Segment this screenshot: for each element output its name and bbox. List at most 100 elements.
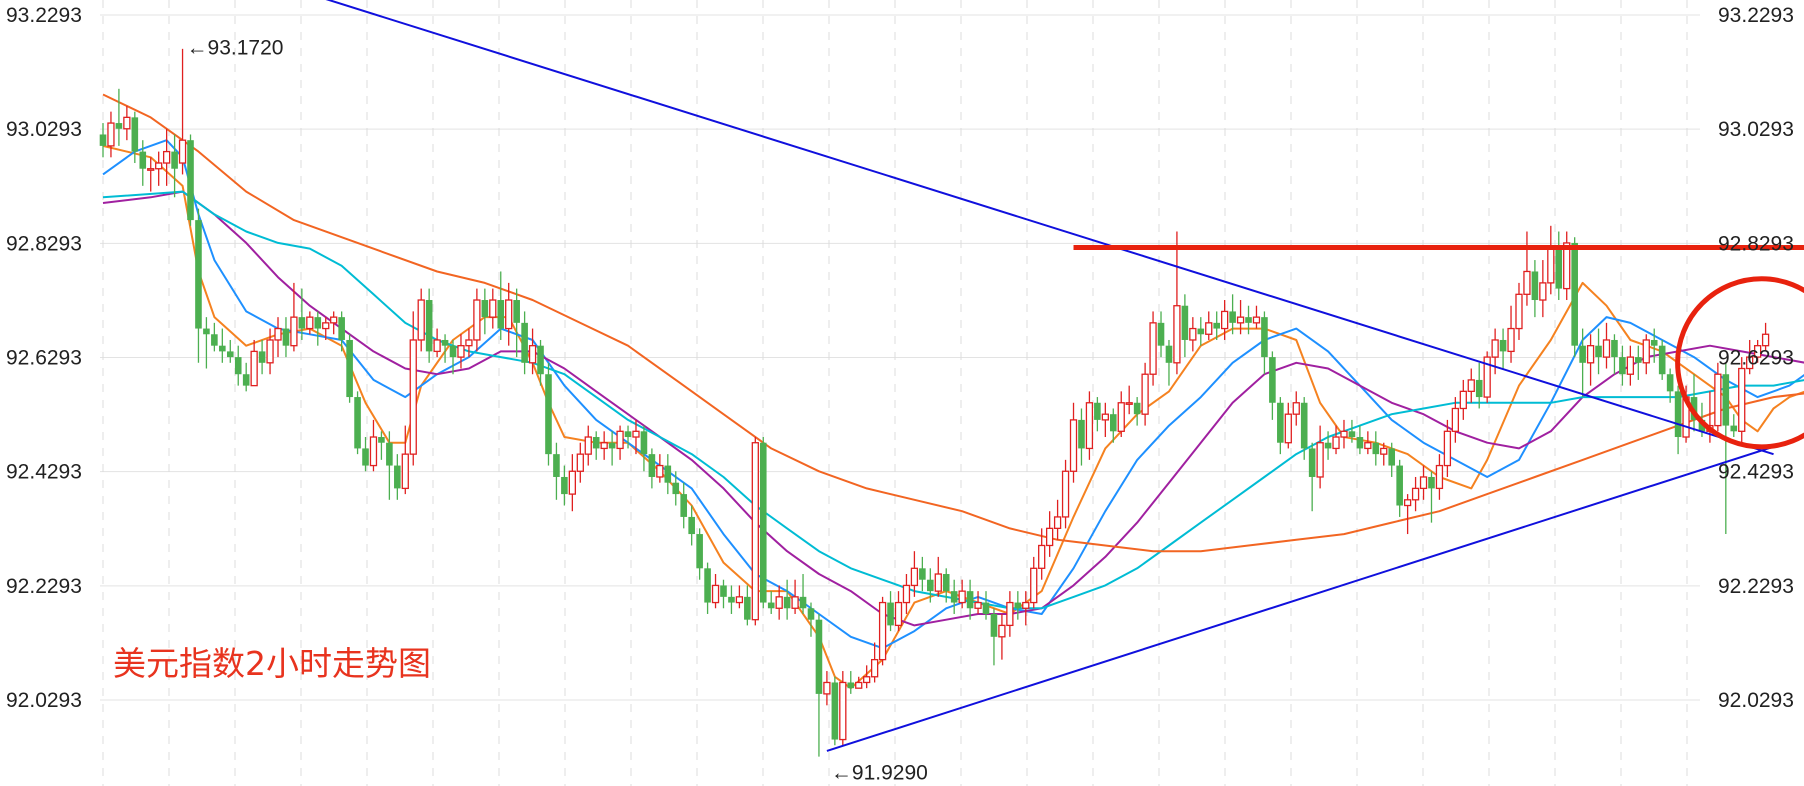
candle-body	[1038, 544, 1046, 569]
candle-down	[1475, 362, 1483, 409]
candle-body	[1746, 356, 1754, 370]
candle-body	[624, 431, 632, 438]
candle-up	[1380, 442, 1388, 466]
candle-body	[1753, 345, 1762, 358]
candle-body	[1666, 374, 1674, 392]
candle-up	[600, 431, 608, 460]
candle-down	[927, 568, 934, 603]
candle-body	[409, 339, 417, 455]
candle-body	[425, 300, 433, 352]
chart-title: 美元指数2小时走势图	[113, 644, 431, 683]
candle-body	[1571, 242, 1578, 346]
candle-down	[1579, 328, 1586, 398]
candle-up	[123, 105, 131, 141]
candle-body	[481, 300, 489, 318]
candle-down	[354, 391, 361, 455]
candle-body	[982, 602, 990, 614]
candle-down	[219, 328, 226, 363]
candle-up	[1117, 391, 1125, 438]
candle-body	[600, 442, 608, 450]
candle-body	[1380, 447, 1388, 455]
candle-body	[783, 596, 791, 609]
candle-down	[561, 465, 568, 506]
candle-down	[497, 271, 505, 340]
candle-down	[314, 311, 322, 346]
candle-body	[1698, 419, 1706, 432]
candle-up	[1467, 368, 1475, 403]
candle-up	[775, 585, 783, 620]
candle-up	[1746, 339, 1754, 375]
candle-up	[1045, 511, 1054, 557]
candle-body	[489, 299, 497, 318]
candle-body	[417, 299, 425, 341]
candle-up	[711, 574, 720, 609]
candle-down	[1571, 237, 1578, 358]
candle-up	[1523, 231, 1531, 306]
candle-body	[1078, 419, 1085, 449]
candle-up	[528, 328, 537, 375]
candle-down	[362, 437, 369, 472]
candle-up	[1053, 499, 1062, 540]
candle-up	[322, 317, 330, 340]
candle-body	[894, 601, 903, 627]
candle-up	[1411, 476, 1420, 512]
candle-up	[250, 339, 258, 387]
candle-down	[1666, 368, 1674, 403]
candle-down	[887, 591, 894, 632]
candle-body	[107, 122, 115, 147]
candle-down	[807, 602, 815, 637]
candle-up	[162, 128, 171, 186]
candle-down	[441, 334, 449, 363]
candle-body	[1515, 293, 1523, 330]
candle-up	[1022, 591, 1030, 626]
candle-down	[346, 334, 353, 403]
candle-up	[1419, 465, 1428, 500]
candle-body	[934, 573, 942, 592]
candle-body	[696, 534, 703, 569]
candle-body	[640, 431, 648, 455]
candle-body	[958, 590, 966, 604]
candle-body	[584, 436, 592, 455]
candle-down	[1555, 231, 1563, 301]
candle-body	[219, 345, 226, 352]
candle-body	[791, 596, 799, 609]
candle-body	[1674, 391, 1682, 438]
candle-down	[831, 676, 839, 746]
candle-body	[497, 300, 505, 329]
candle-up	[1340, 419, 1348, 449]
candle-up	[735, 585, 744, 609]
candle-up	[1443, 419, 1452, 477]
candle-down	[919, 556, 926, 592]
candle-up	[473, 288, 481, 352]
candle-up	[878, 596, 887, 666]
candle-body	[369, 436, 378, 467]
candle-body	[505, 299, 513, 330]
candle-body	[1611, 339, 1618, 358]
candle-up	[1101, 402, 1109, 438]
candle-up	[465, 328, 473, 358]
candle-body	[155, 162, 163, 170]
candle-up	[330, 311, 338, 335]
y-tick-label-left: 93.0293	[6, 118, 82, 141]
candle-down	[1650, 328, 1658, 363]
candle-body	[457, 345, 465, 358]
candle-body	[942, 574, 950, 592]
candle-up	[107, 111, 115, 158]
candle-body	[473, 299, 481, 341]
candle-body	[1555, 248, 1563, 289]
candle-body	[1133, 402, 1141, 415]
candle-down	[1372, 431, 1380, 466]
candle-down	[1396, 459, 1403, 517]
candle-up	[616, 425, 624, 460]
candle-up	[147, 157, 155, 192]
y-axis-labels: 93.2293 93.2293 93.0293 93.0293 92.8293 92.82…	[6, 4, 1794, 712]
candle-body	[799, 596, 807, 609]
candle-up	[1714, 362, 1722, 432]
candle-up	[1483, 351, 1491, 403]
candle-up	[178, 48, 187, 175]
price-annotation: ←91.9290	[831, 761, 928, 784]
candle-down	[378, 431, 385, 460]
y-tick-label-right: 93.2293	[1718, 4, 1794, 27]
candle-down	[338, 311, 345, 352]
